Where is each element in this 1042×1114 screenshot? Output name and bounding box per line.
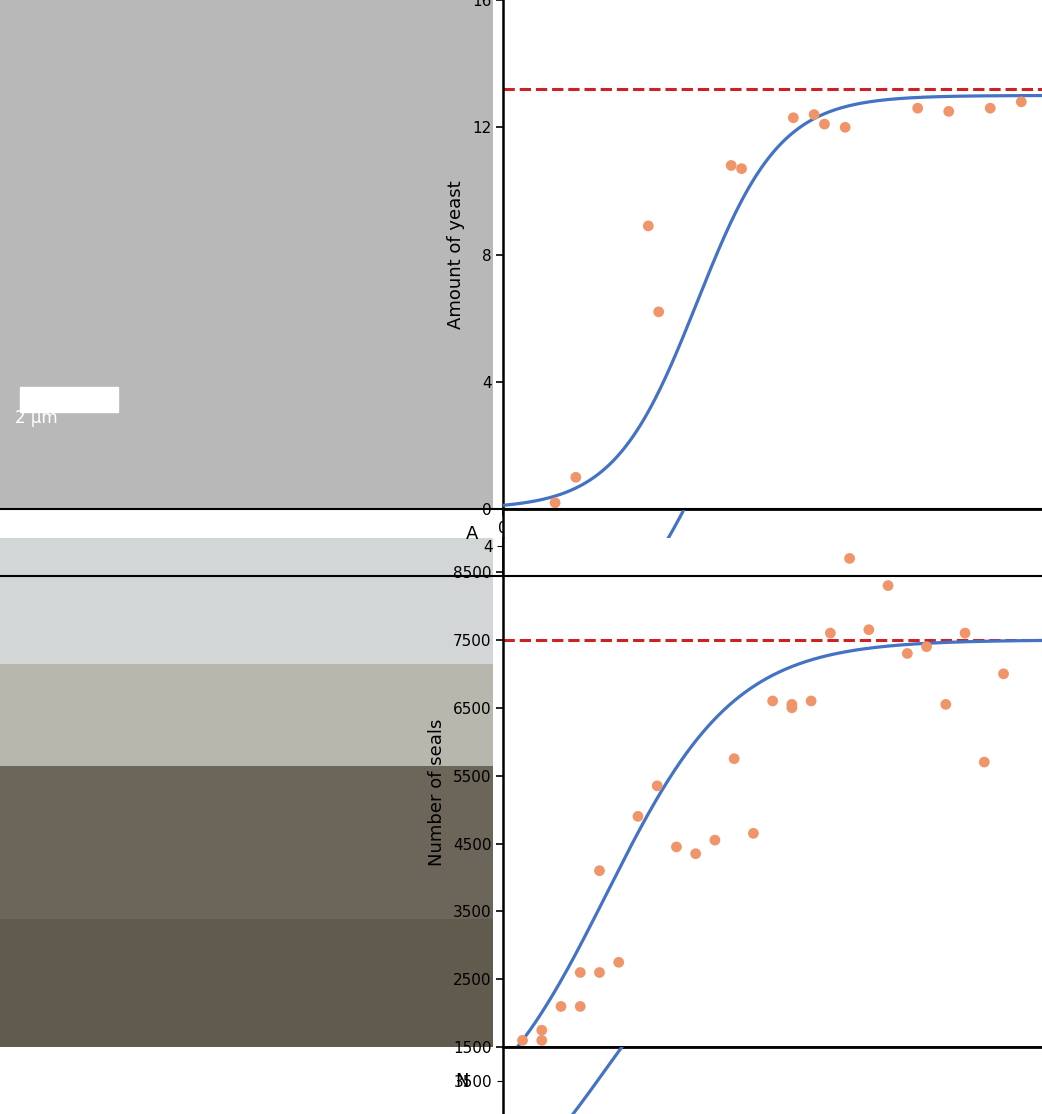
Point: [745, 824, 762, 842]
Text: N: N: [454, 1072, 468, 1089]
Point: [572, 964, 589, 981]
Point: [568, 468, 585, 486]
Point: [879, 577, 896, 595]
Point: [668, 838, 685, 856]
Y-axis label: A: A: [466, 525, 478, 543]
Point: [837, 118, 853, 136]
Point: [723, 157, 740, 175]
Point: [976, 753, 993, 771]
Point: [765, 692, 782, 710]
Point: [785, 109, 801, 127]
Y-axis label: Amount of yeast: Amount of yeast: [447, 180, 465, 329]
Point: [1013, 92, 1029, 110]
Point: [918, 637, 935, 655]
Point: [784, 698, 800, 716]
X-axis label: Year: Year: [748, 1081, 797, 1100]
Point: [734, 159, 750, 177]
Point: [910, 99, 926, 117]
Point: [591, 964, 607, 981]
Point: [534, 1022, 550, 1039]
Point: [941, 102, 958, 120]
Point: [995, 665, 1012, 683]
Point: [706, 831, 723, 849]
Point: [640, 217, 656, 235]
Point: [649, 776, 666, 794]
Point: [805, 106, 822, 124]
Point: [938, 695, 954, 713]
Point: [726, 750, 743, 768]
Point: [957, 624, 973, 642]
Point: [650, 303, 667, 321]
Point: [552, 997, 569, 1015]
Point: [861, 620, 877, 638]
Point: [802, 692, 819, 710]
Point: [816, 115, 833, 133]
Point: [591, 862, 607, 880]
Point: [688, 844, 704, 862]
Point: [822, 624, 839, 642]
Point: [982, 99, 998, 117]
Text: 2 μm: 2 μm: [15, 409, 57, 427]
Y-axis label: Number of seals: Number of seals: [428, 719, 446, 867]
Bar: [20, 387, 119, 412]
X-axis label: Hours: Hours: [740, 543, 805, 561]
Point: [899, 645, 916, 663]
Point: [514, 1032, 530, 1049]
Point: [534, 1032, 550, 1049]
Point: [572, 997, 589, 1015]
Point: [841, 549, 858, 567]
Point: [611, 954, 627, 971]
Point: [784, 695, 800, 713]
Point: [629, 808, 646, 825]
Point: [547, 494, 564, 511]
